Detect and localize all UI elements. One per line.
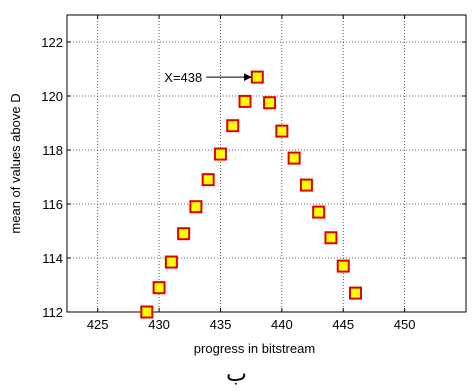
y-tick-label: 120: [41, 89, 63, 104]
data-point: [164, 255, 178, 269]
data-point: [201, 173, 215, 187]
data-point: [287, 151, 301, 165]
chart: 425 430 435 440 445 450 112 114 116 118 120 122 X=4…: [8, 14, 467, 356]
x-tick-label: 445: [332, 317, 354, 332]
data-point: [324, 231, 338, 245]
data-point: [250, 70, 264, 84]
x-tick-label: 425: [87, 317, 109, 332]
data-point: [263, 96, 277, 110]
annotation-label: X=438: [164, 70, 202, 85]
data-point: [299, 178, 313, 192]
footer-character: ب: [226, 362, 247, 387]
annotation: X=438: [164, 70, 252, 85]
x-tick-label: 450: [394, 317, 416, 332]
y-tick-label: 118: [42, 143, 63, 158]
plot-frame: [66, 14, 467, 313]
axis-ticks: 425 430 435 440 445 450 112 114 116 118 120 122: [41, 15, 466, 332]
y-tick-label: 116: [42, 197, 63, 212]
data-point: [213, 147, 227, 161]
data-point: [349, 286, 363, 300]
data-point: [275, 124, 289, 138]
data-point: [238, 94, 252, 108]
data-point: [140, 305, 154, 319]
data-point: [152, 281, 166, 295]
y-tick-label: 114: [42, 251, 63, 266]
x-axis-label: progress in bitstream: [194, 341, 315, 356]
data-point: [336, 259, 350, 273]
x-tick-label: 440: [271, 317, 293, 332]
data-point: [177, 227, 191, 241]
y-tick-label: 112: [42, 305, 63, 320]
x-tick-label: 430: [148, 317, 170, 332]
grid-lines: [67, 15, 466, 313]
data-points: [140, 70, 363, 319]
data-point: [312, 205, 326, 219]
y-axis-label: mean of values above D: [8, 93, 23, 233]
y-tick-label: 122: [41, 35, 63, 50]
x-tick-label: 435: [210, 317, 232, 332]
data-point: [189, 200, 203, 214]
data-point: [226, 119, 240, 133]
